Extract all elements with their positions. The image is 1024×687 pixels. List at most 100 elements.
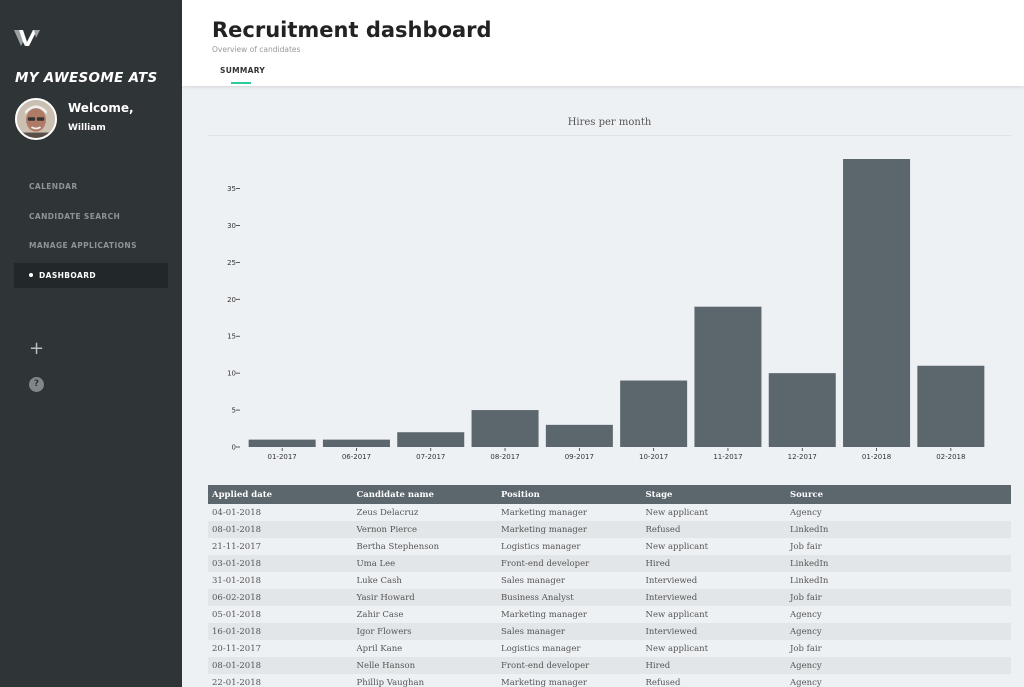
page-header: Recruitment dashboard Overview of candid…: [182, 0, 1024, 86]
y-tick-label: 5: [232, 407, 236, 415]
chart-divider: [208, 135, 1011, 136]
chart-title: Hires per month: [567, 117, 652, 128]
cell-stage: Hired: [645, 660, 671, 671]
column-header-applied-date[interactable]: Applied date: [208, 485, 353, 504]
cell-applied-date: 20-11-2017: [212, 643, 262, 654]
cell-candidate-name: Vernon Pierce: [356, 524, 418, 535]
table-row[interactable]: 04-01-2018 Zeus Delacruz Marketing manager…: [208, 504, 1011, 521]
cell-candidate-name: Uma Lee: [356, 558, 396, 569]
cell-position: Business Analyst: [501, 592, 574, 603]
cell-stage: Interviewed: [645, 626, 698, 637]
bar[interactable]: [545, 424, 613, 447]
cell-position: Sales manager: [501, 626, 565, 637]
column-header-source[interactable]: Source: [786, 485, 1011, 504]
table-row[interactable]: 20-11-2017 April Kane Logistics manager New…: [208, 640, 1011, 657]
chart-svg: 0 5 10 15 20 25 30 35 01-2017 06-2017 07-2017 08-20…: [227, 159, 985, 461]
cell-stage: Refused: [645, 677, 681, 687]
x-tick-label: 01-2017: [268, 453, 297, 461]
sidebar-item-dashboard[interactable]: DASHBOARD: [14, 262, 168, 288]
sidebar-item-label: DASHBOARD: [39, 270, 97, 280]
column-header-stage[interactable]: Stage: [641, 485, 786, 504]
bar[interactable]: [620, 380, 688, 447]
table-row[interactable]: 16-01-2018 Igor Flowers Sales manager Inter…: [208, 623, 1011, 640]
sidebar: MY AWESOME ATS Welcome, William CALENDAR…: [0, 0, 182, 687]
sidebar-item-candidate-search[interactable]: CANDIDATE SEARCH: [14, 204, 168, 229]
cell-source: Job fair: [790, 541, 822, 552]
cell-applied-date: 21-11-2017: [212, 541, 262, 552]
x-tick-label: 07-2017: [416, 453, 445, 461]
cell-applied-date: 05-01-2018: [212, 609, 262, 620]
avatar[interactable]: [15, 98, 57, 140]
cell-source: Job fair: [790, 592, 822, 603]
y-tick-label: 25: [227, 259, 236, 267]
cell-stage: Hired: [645, 558, 671, 569]
cell-candidate-name: Nelle Hanson: [356, 660, 416, 671]
table-header-row: Applied date Candidate name Position Sta…: [208, 485, 1011, 504]
table-row[interactable]: 05-01-2018 Zahir Case Marketing manager New…: [208, 606, 1011, 623]
cell-source: Agency: [790, 626, 822, 637]
table-row[interactable]: 21-11-2017 Bertha Stephenson Logistics man…: [208, 538, 1011, 555]
table-row[interactable]: 03-01-2018 Uma Lee Front-end developer Hire…: [208, 555, 1011, 572]
cell-stage: Refused: [645, 524, 681, 535]
bar[interactable]: [322, 439, 390, 447]
cell-stage: New applicant: [645, 507, 709, 518]
x-tick-label: 11-2017: [713, 453, 742, 461]
table-row[interactable]: 31-01-2018 Luke Cash Sales manager Intervie…: [208, 572, 1011, 589]
bar[interactable]: [917, 365, 985, 447]
cell-applied-date: 08-01-2018: [212, 524, 262, 535]
cell-source: Agency: [790, 677, 822, 687]
candidates-table: Applied date Candidate name Position Sta…: [208, 485, 1011, 687]
cell-position: Front-end developer: [501, 558, 590, 569]
x-tick-label: 10-2017: [639, 453, 668, 461]
sidebar-item-manage-applications[interactable]: MANAGE APPLICATIONS: [14, 233, 168, 258]
y-tick-label: 35: [227, 185, 236, 193]
sidebar-nav: CALENDAR CANDIDATE SEARCH MANAGE APPLICA…: [14, 174, 168, 292]
cell-position: Marketing manager: [501, 507, 587, 518]
cell-source: Agency: [790, 609, 822, 620]
x-tick-label: 02-2018: [936, 453, 965, 461]
cell-source: Agency: [790, 660, 822, 671]
cell-candidate-name: Luke Cash: [356, 575, 402, 586]
cell-candidate-name: Zeus Delacruz: [356, 507, 419, 518]
sidebar-item-label: CALENDAR: [29, 182, 78, 191]
bar[interactable]: [768, 373, 836, 447]
column-header-candidate-name[interactable]: Candidate name: [352, 485, 497, 504]
page-subtitle: Overview of candidates: [212, 45, 301, 54]
cell-candidate-name: April Kane: [356, 643, 403, 654]
cell-position: Marketing manager: [501, 677, 587, 687]
table-row[interactable]: 08-01-2018 Vernon Pierce Marketing manager…: [208, 521, 1011, 538]
bar[interactable]: [471, 410, 539, 447]
column-header-position[interactable]: Position: [497, 485, 642, 504]
cell-stage: New applicant: [645, 643, 709, 654]
y-tick-label: 0: [232, 444, 236, 452]
active-dot-icon: [29, 272, 33, 277]
cell-position: Marketing manager: [501, 609, 587, 620]
table-row[interactable]: 06-02-2018 Yasir Howard Business Analyst In…: [208, 589, 1011, 606]
sidebar-item-label: MANAGE APPLICATIONS: [29, 241, 137, 250]
tab-summary[interactable]: SUMMARY: [220, 66, 266, 75]
table-row[interactable]: 08-01-2018 Nelle Hanson Front-end develope…: [208, 657, 1011, 674]
bar[interactable]: [248, 439, 316, 447]
cell-source: LinkedIn: [790, 558, 829, 569]
cell-candidate-name: Yasir Howard: [356, 592, 415, 603]
bar[interactable]: [694, 306, 762, 447]
cell-applied-date: 08-01-2018: [212, 660, 262, 671]
plus-icon[interactable]: +: [29, 338, 45, 359]
y-tick-label: 15: [227, 333, 236, 341]
x-tick-label: 06-2017: [342, 453, 371, 461]
w-logo-icon[interactable]: [14, 28, 40, 48]
cell-position: Marketing manager: [501, 524, 587, 535]
cell-position: Sales manager: [501, 575, 565, 586]
hires-chart: Hires per month 0 5 10 15 20 25 30 35 01-2017 06-…: [208, 112, 1011, 472]
sidebar-item-calendar[interactable]: CALENDAR: [14, 174, 168, 199]
bar[interactable]: [397, 432, 465, 447]
table-row[interactable]: 22-01-2018 Phillip Vaughan Marketing manag…: [208, 674, 1011, 687]
bar[interactable]: [843, 159, 911, 447]
cell-applied-date: 06-02-2018: [212, 592, 262, 603]
cell-applied-date: 03-01-2018: [212, 558, 262, 569]
y-tick-label: 20: [227, 296, 236, 304]
help-icon[interactable]: ?: [29, 377, 44, 392]
cell-position: Front-end developer: [501, 660, 590, 671]
cell-candidate-name: Phillip Vaughan: [356, 677, 425, 687]
cell-candidate-name: Bertha Stephenson: [356, 541, 440, 552]
